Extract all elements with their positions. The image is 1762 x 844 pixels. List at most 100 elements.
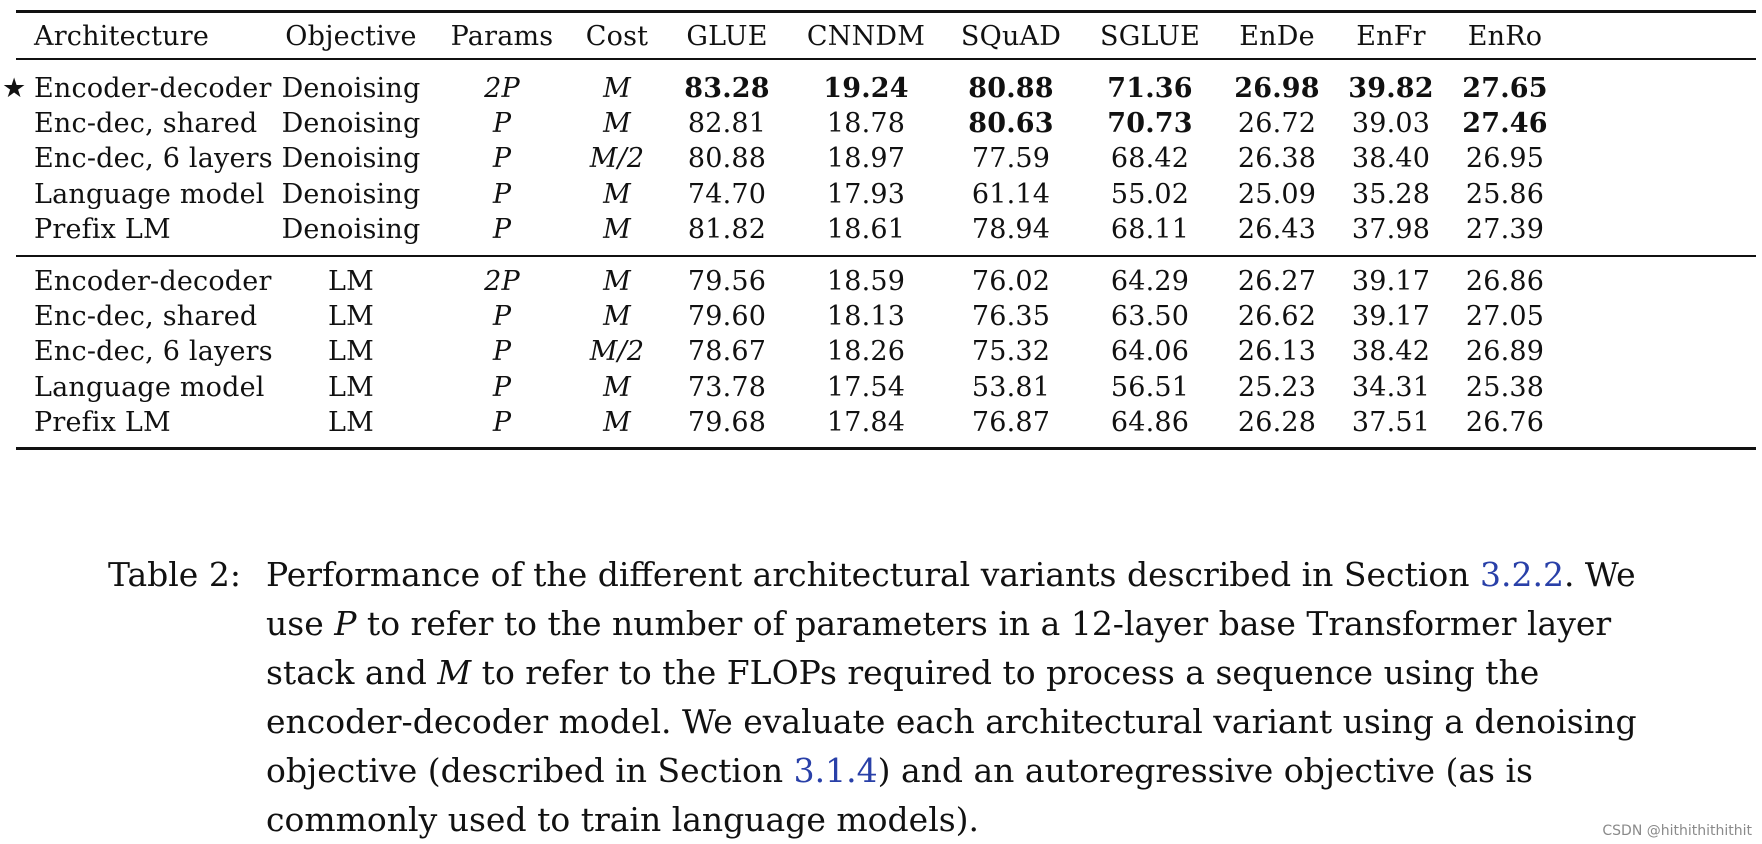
score-cell: 25.09 — [1237, 178, 1317, 210]
score-cell: 76.87 — [971, 406, 1051, 438]
objective-cell: LM — [328, 406, 374, 438]
score-cell: 18.26 — [826, 336, 906, 368]
score-cell: 39.17 — [1351, 301, 1431, 333]
score-cell: 34.31 — [1351, 371, 1431, 403]
score-cell: 76.02 — [971, 266, 1051, 297]
score-cell: 25.38 — [1465, 371, 1545, 403]
score-cell: 71.36 — [1107, 73, 1193, 104]
section-ref-link[interactable]: 3.1.4 — [793, 751, 878, 790]
column-header: GLUE — [686, 21, 768, 52]
column-header: Architecture — [34, 21, 210, 52]
params-cell: P — [492, 108, 512, 140]
params-cell: 2P — [484, 266, 520, 297]
score-cell: 80.88 — [968, 73, 1054, 104]
watermark: CSDN @hithithithithit — [1602, 823, 1752, 839]
architecture-cell: Enc-dec, 6 layers — [34, 143, 273, 175]
score-cell: 27.46 — [1462, 108, 1548, 140]
score-cell: 76.35 — [971, 301, 1051, 333]
score-cell: 26.95 — [1465, 143, 1545, 175]
score-cell: 53.81 — [971, 371, 1051, 403]
score-cell: 79.56 — [687, 266, 767, 297]
objective-cell: Denoising — [281, 73, 421, 104]
score-cell: 78.94 — [971, 213, 1051, 245]
score-cell: 27.65 — [1462, 73, 1548, 104]
objective-cell: LM — [328, 336, 374, 368]
architecture-cell: Language model — [34, 178, 265, 210]
score-cell: 35.28 — [1351, 178, 1431, 210]
score-cell: 80.63 — [968, 108, 1054, 140]
bottom-rule — [16, 447, 1756, 450]
symbol-m: M — [437, 653, 472, 692]
score-cell: 27.39 — [1465, 213, 1545, 245]
score-cell: 79.68 — [687, 406, 767, 438]
score-cell: 25.23 — [1237, 371, 1317, 403]
symbol-p: P — [334, 604, 357, 643]
score-cell: 18.13 — [826, 301, 906, 333]
objective-cell: LM — [328, 266, 374, 297]
header-rule — [16, 58, 1756, 60]
column-header: CNNDM — [806, 21, 926, 52]
cost-cell: M — [603, 371, 631, 403]
score-cell: 18.61 — [826, 213, 906, 245]
score-cell: 79.60 — [687, 301, 767, 333]
score-cell: 56.51 — [1110, 371, 1190, 403]
score-cell: 17.84 — [826, 406, 906, 438]
score-cell: 75.32 — [971, 336, 1051, 368]
cost-cell: M — [603, 266, 631, 297]
score-cell: 78.67 — [687, 336, 767, 368]
score-cell: 26.62 — [1237, 301, 1317, 333]
score-cell: 68.11 — [1110, 213, 1190, 245]
score-cell: 74.70 — [687, 178, 767, 210]
caption-part: to refer to the FLOPs required to proces… — [266, 653, 1637, 790]
objective-cell: Denoising — [281, 213, 421, 245]
score-cell: 38.42 — [1351, 336, 1431, 368]
score-cell: 26.98 — [1234, 73, 1320, 104]
caption-label: Table 2: — [108, 555, 241, 594]
score-cell: 39.03 — [1351, 108, 1431, 140]
architecture-cell: Enc-dec, shared — [34, 301, 258, 333]
params-cell: P — [492, 371, 512, 403]
cost-cell: M — [603, 213, 631, 245]
score-cell: 63.50 — [1110, 301, 1190, 333]
score-cell: 18.59 — [826, 266, 906, 297]
score-cell: 26.43 — [1237, 213, 1317, 245]
score-cell: 70.73 — [1107, 108, 1193, 140]
score-cell: 64.29 — [1110, 266, 1190, 297]
objective-cell: Denoising — [281, 108, 421, 140]
score-cell: 55.02 — [1110, 178, 1190, 210]
score-cell: 19.24 — [823, 73, 909, 104]
score-cell: 83.28 — [684, 73, 770, 104]
score-cell: 61.14 — [971, 178, 1051, 210]
column-header: EnRo — [1467, 21, 1543, 52]
cost-cell: M — [603, 73, 631, 104]
params-cell: P — [492, 178, 512, 210]
caption-text: Performance of the different architectur… — [266, 550, 1671, 844]
score-cell: 18.78 — [826, 108, 906, 140]
section-ref-link[interactable]: 3.2.2 — [1479, 555, 1564, 594]
score-cell: 80.88 — [687, 143, 767, 175]
caption-part: ) and an autoregressive objective (as is… — [266, 751, 1533, 839]
architecture-cell: Language model — [34, 371, 265, 403]
score-cell: 37.51 — [1351, 406, 1431, 438]
score-cell: 39.82 — [1348, 73, 1434, 104]
score-cell: 26.86 — [1465, 266, 1545, 297]
score-cell: 38.40 — [1351, 143, 1431, 175]
caption-part: . We use — [266, 555, 1636, 643]
score-cell: 27.05 — [1465, 301, 1545, 333]
column-header: Params — [450, 21, 554, 52]
cost-cell: M — [603, 108, 631, 140]
group-separator-rule — [16, 255, 1756, 257]
cost-cell: M/2 — [589, 143, 645, 175]
score-cell: 25.86 — [1465, 178, 1545, 210]
params-cell: P — [492, 143, 512, 175]
architecture-cell: Enc-dec, 6 layers — [34, 336, 273, 368]
cost-cell: M/2 — [589, 336, 645, 368]
caption-part: Performance of the different architectur… — [266, 555, 1480, 594]
architecture-cell: Prefix LM — [34, 406, 171, 438]
objective-cell: LM — [328, 301, 374, 333]
score-cell: 26.72 — [1237, 108, 1317, 140]
score-cell: 26.13 — [1237, 336, 1317, 368]
objective-cell: Denoising — [281, 143, 421, 175]
params-cell: P — [492, 213, 512, 245]
score-cell: 26.27 — [1237, 266, 1317, 297]
